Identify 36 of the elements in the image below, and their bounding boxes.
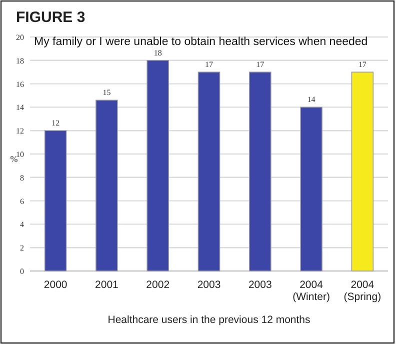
data-label: 18 [154, 48, 162, 58]
y-tick-label: 10 [16, 150, 24, 159]
chart-subtitle: My family or I were unable to obtain health services when needed [34, 36, 368, 48]
y-tick-label: 14 [16, 103, 24, 112]
y-tick-label: 12 [16, 126, 24, 136]
x-tick-label: 2003 [197, 279, 221, 291]
x-tick-label: 2000 [44, 279, 68, 291]
y-tick-label: 20 [16, 33, 24, 42]
x-tick-label: 2001 [95, 279, 119, 291]
data-label: 17 [205, 60, 213, 70]
y-tick-label: 2 [20, 244, 24, 253]
bar [351, 72, 374, 272]
x-tick-label: 2002 [146, 279, 170, 291]
x-tick-label: 2004 (Winter) [292, 279, 330, 303]
y-tick-label: 0 [20, 267, 24, 276]
bar [249, 72, 272, 272]
y-axis-title: % [10, 154, 18, 164]
x-tick-label: 2004 (Spring) [344, 279, 382, 303]
data-label: 17 [358, 60, 366, 70]
y-tick-label: 8 [20, 173, 24, 182]
data-label: 15 [102, 88, 111, 98]
y-tick-label: 18 [16, 56, 24, 66]
bar [44, 130, 67, 272]
bar [146, 60, 169, 272]
data-label: 14 [307, 95, 316, 104]
bar [300, 106, 322, 272]
x-axis-title: Healthcare users in the previous 12 months [108, 314, 310, 326]
y-tick-label: 4 [20, 220, 24, 230]
y-tick-label: 16 [16, 80, 24, 89]
bar [96, 100, 118, 272]
bar [198, 72, 220, 272]
y-tick-label: 6 [20, 196, 24, 206]
x-tick-label: 2003 [248, 279, 272, 291]
data-label: 12 [52, 118, 60, 128]
data-label: 17 [256, 60, 264, 70]
chart-title: FIGURE 3 [16, 9, 86, 26]
